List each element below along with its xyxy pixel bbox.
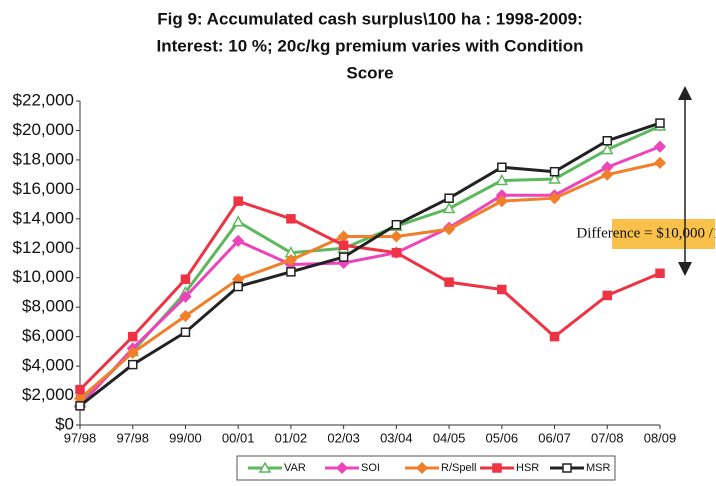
data-point bbox=[655, 118, 665, 128]
data-point bbox=[549, 331, 560, 342]
x-tick-label: 97/98 bbox=[64, 430, 97, 445]
data-point bbox=[284, 253, 297, 267]
data-point bbox=[443, 223, 456, 236]
data-point bbox=[338, 252, 349, 262]
y-tick-label: $22,000 bbox=[13, 90, 74, 109]
y-tick-label: $2,000 bbox=[22, 385, 74, 404]
data-point bbox=[231, 215, 245, 227]
x-tick-label: 06/07 bbox=[538, 430, 571, 445]
data-point bbox=[180, 274, 191, 284]
x-tick-label: 97/98 bbox=[116, 430, 149, 445]
data-point bbox=[655, 268, 665, 279]
data-point bbox=[495, 173, 509, 186]
data-point bbox=[548, 172, 561, 184]
data-point bbox=[442, 201, 456, 214]
data-point bbox=[497, 162, 507, 173]
data-point bbox=[653, 140, 667, 153]
legend-marker bbox=[258, 461, 272, 473]
data-point bbox=[653, 156, 667, 169]
y-tick-label: $16,000 bbox=[13, 179, 74, 198]
legend-marker bbox=[335, 461, 349, 475]
data-point bbox=[126, 346, 139, 359]
data-point bbox=[549, 166, 560, 177]
data-point bbox=[444, 193, 454, 203]
data-point bbox=[497, 284, 507, 295]
x-tick-label: 99/00 bbox=[169, 430, 202, 445]
data-point bbox=[601, 168, 614, 181]
legend-marker bbox=[492, 463, 502, 473]
legend-label: VAR bbox=[284, 462, 306, 474]
y-tick-label: $18,000 bbox=[13, 149, 74, 168]
data-point bbox=[75, 384, 85, 395]
x-tick-label: 05/06 bbox=[486, 430, 519, 445]
data-point bbox=[495, 195, 508, 208]
chart-title: Score bbox=[346, 63, 393, 82]
data-point bbox=[179, 290, 192, 303]
y-tick-label: $14,000 bbox=[13, 208, 74, 227]
data-point bbox=[391, 247, 402, 258]
legend-label: HSR bbox=[516, 462, 539, 474]
data-point bbox=[180, 327, 191, 337]
legend-marker bbox=[415, 461, 429, 475]
data-point bbox=[233, 196, 243, 206]
data-point bbox=[338, 240, 349, 251]
data-point bbox=[548, 192, 561, 205]
data-point bbox=[179, 309, 192, 323]
annotation-box bbox=[612, 219, 715, 249]
data-point bbox=[602, 290, 613, 301]
data-point bbox=[286, 214, 296, 224]
data-point bbox=[127, 359, 138, 370]
series-line bbox=[78, 145, 661, 407]
x-tick-label: 08/09 bbox=[644, 430, 677, 445]
x-tick-label: 00/01 bbox=[222, 430, 255, 445]
y-tick-label: $0 bbox=[55, 414, 74, 433]
data-point bbox=[391, 219, 402, 230]
legend-label: SOI bbox=[361, 462, 380, 474]
data-point bbox=[233, 281, 243, 292]
chart-title: Interest: 10 %; 20c/kg premium varies wi… bbox=[157, 36, 584, 55]
data-point bbox=[232, 234, 245, 247]
y-tick-label: $10,000 bbox=[13, 267, 74, 286]
series-line bbox=[79, 121, 661, 408]
data-point bbox=[444, 277, 454, 287]
series-line bbox=[79, 161, 661, 400]
data-point bbox=[75, 401, 85, 411]
x-tick-label: 03/04 bbox=[380, 430, 413, 445]
data-point bbox=[127, 331, 138, 342]
x-tick-label: 07/08 bbox=[591, 430, 624, 445]
y-tick-label: $4,000 bbox=[22, 356, 74, 375]
data-point bbox=[390, 230, 403, 243]
legend-label: R/Spell bbox=[441, 462, 476, 474]
x-tick-label: 02/03 bbox=[327, 430, 360, 445]
y-tick-label: $8,000 bbox=[22, 297, 74, 316]
data-point bbox=[602, 136, 613, 146]
y-tick-label: $6,000 bbox=[22, 326, 74, 345]
chart-title: Fig 9: Accumulated cash surplus\100 ha :… bbox=[157, 9, 582, 28]
x-tick-label: 01/02 bbox=[275, 430, 308, 445]
y-tick-label: $12,000 bbox=[13, 238, 74, 257]
series-line bbox=[78, 199, 661, 391]
data-point bbox=[286, 267, 296, 277]
legend-label: MSR bbox=[586, 462, 611, 474]
legend-marker bbox=[562, 463, 572, 473]
x-tick-label: 04/05 bbox=[433, 430, 466, 445]
y-tick-label: $20,000 bbox=[13, 120, 74, 139]
data-point bbox=[600, 143, 614, 155]
